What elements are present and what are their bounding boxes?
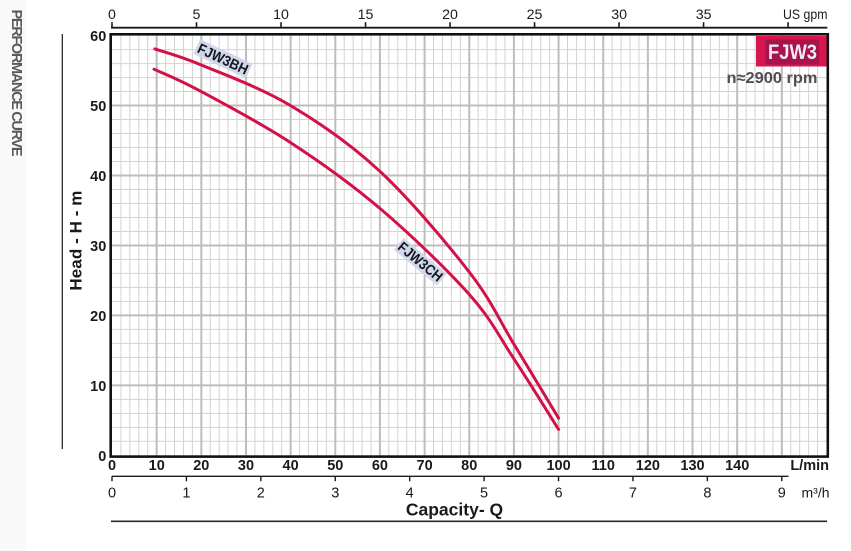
svg-text:1: 1	[182, 486, 190, 502]
svg-text:15: 15	[358, 7, 374, 23]
svg-text:FJW3: FJW3	[768, 40, 817, 64]
svg-text:90: 90	[506, 458, 522, 474]
svg-text:0: 0	[108, 458, 116, 474]
svg-text:35: 35	[696, 7, 712, 23]
svg-text:30: 30	[90, 239, 106, 255]
svg-text:L/min: L/min	[790, 458, 829, 474]
svg-text:40: 40	[283, 458, 299, 474]
svg-text:30: 30	[611, 7, 627, 23]
svg-text:50: 50	[90, 99, 106, 115]
svg-text:40: 40	[90, 169, 106, 185]
svg-text:60: 60	[372, 458, 388, 474]
svg-text:2: 2	[257, 486, 265, 502]
svg-text:110: 110	[591, 458, 614, 474]
svg-text:PERFORMANCE CURVE: PERFORMANCE CURVE	[8, 10, 24, 157]
svg-text:140: 140	[725, 458, 749, 474]
svg-text:20: 20	[442, 7, 458, 23]
svg-text:3: 3	[331, 486, 339, 502]
svg-text:4: 4	[406, 486, 414, 502]
svg-text:n≈2900 rpm: n≈2900 rpm	[727, 70, 818, 87]
svg-text:10: 10	[90, 379, 106, 395]
svg-text:7: 7	[629, 486, 637, 502]
svg-text:60: 60	[90, 29, 106, 45]
svg-text:0: 0	[108, 486, 116, 502]
svg-text:20: 20	[193, 458, 209, 474]
svg-text:100: 100	[546, 458, 570, 474]
svg-text:80: 80	[461, 458, 477, 474]
svg-text:5: 5	[480, 486, 488, 502]
svg-text:130: 130	[680, 458, 704, 474]
svg-text:Head - H - m: Head - H - m	[67, 191, 86, 291]
svg-text:50: 50	[327, 458, 343, 474]
svg-text:120: 120	[636, 458, 660, 474]
svg-text:9: 9	[778, 486, 786, 502]
svg-text:20: 20	[90, 309, 106, 325]
svg-text:70: 70	[417, 458, 433, 474]
svg-text:m³/h: m³/h	[802, 485, 830, 501]
svg-text:30: 30	[238, 458, 254, 474]
svg-text:10: 10	[149, 458, 165, 474]
svg-text:10: 10	[273, 7, 289, 23]
svg-text:0: 0	[98, 449, 106, 465]
svg-text:Capacity- Q: Capacity- Q	[406, 500, 503, 520]
svg-text:US gpm: US gpm	[783, 6, 828, 22]
svg-text:8: 8	[703, 486, 711, 502]
svg-text:6: 6	[554, 486, 562, 502]
svg-text:25: 25	[527, 7, 543, 23]
svg-text:5: 5	[193, 7, 201, 23]
svg-text:0: 0	[108, 7, 116, 23]
